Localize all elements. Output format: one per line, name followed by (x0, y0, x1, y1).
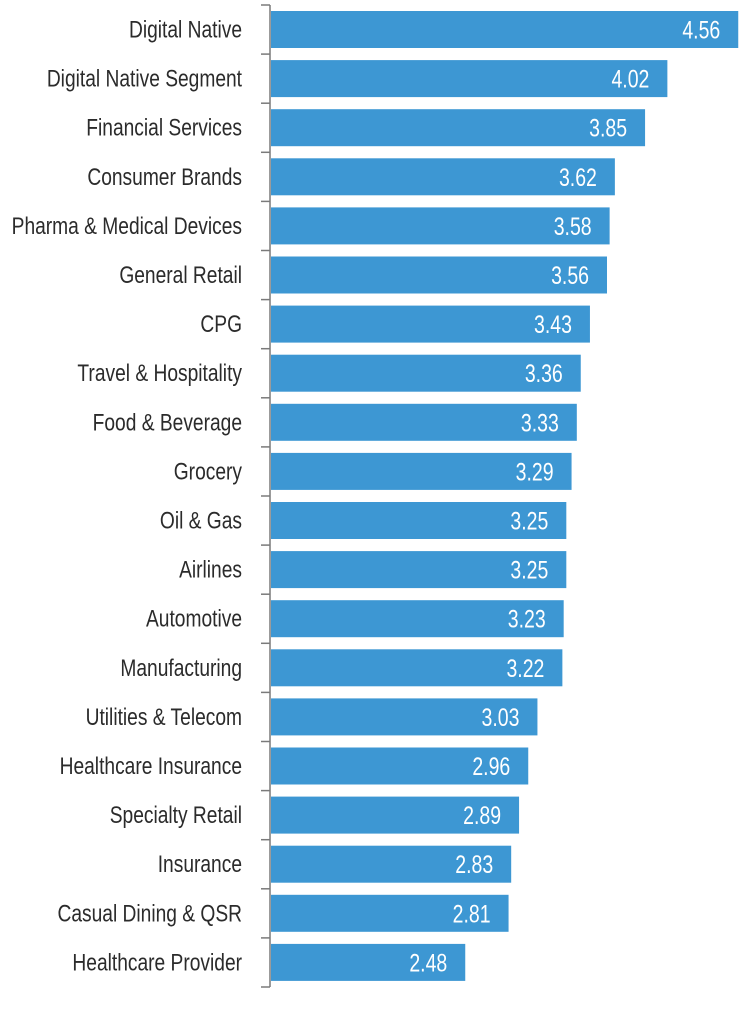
data-label: 2.96 (472, 753, 510, 781)
category-label: Oil & Gas (160, 506, 242, 534)
category-label: Financial Services (86, 114, 242, 142)
bar (271, 109, 646, 147)
bar (271, 502, 567, 539)
data-label: 3.85 (589, 114, 627, 142)
data-label: 3.03 (482, 704, 520, 732)
bar (271, 796, 520, 834)
bar (271, 452, 572, 490)
bar (271, 649, 563, 687)
category-label: Digital Native (129, 15, 242, 43)
category-label: Consumer Brands (87, 163, 242, 191)
data-label: 2.83 (455, 851, 493, 879)
data-label: 3.56 (551, 262, 589, 290)
data-label: 3.58 (554, 213, 592, 241)
data-label: 3.25 (510, 556, 548, 584)
data-label: 3.33 (521, 409, 559, 437)
data-label: 4.02 (611, 65, 649, 93)
bar (271, 747, 529, 785)
category-label: Pharma & Medical Devices (12, 212, 242, 240)
bar (271, 551, 567, 589)
data-label: 3.29 (516, 458, 554, 486)
category-label: Manufacturing (120, 654, 242, 682)
bar (271, 207, 610, 245)
category-label: Airlines (179, 556, 242, 584)
bar (271, 354, 581, 392)
data-label: 3.62 (559, 163, 597, 191)
category-label: Healthcare Insurance (60, 752, 242, 780)
bar (271, 256, 607, 294)
category-label: Food & Beverage (93, 408, 242, 436)
category-label: General Retail (119, 261, 242, 289)
category-label: Automotive (146, 605, 242, 633)
bar (271, 158, 615, 196)
category-label: Specialty Retail (110, 801, 242, 829)
category-label: Casual Dining & QSR (57, 899, 242, 927)
bar (271, 943, 466, 981)
bar (271, 305, 590, 343)
data-label: 3.36 (525, 360, 563, 388)
data-label: 3.23 (508, 605, 546, 633)
bar (271, 403, 577, 441)
category-label: Healthcare Provider (72, 948, 242, 976)
category-label: Utilities & Telecom (86, 703, 242, 731)
data-label: 3.43 (534, 311, 572, 339)
data-label: 4.56 (682, 16, 720, 44)
data-label: 2.89 (463, 802, 501, 830)
category-label: Insurance (158, 850, 242, 878)
bar (271, 60, 668, 98)
bar (271, 894, 509, 932)
bar (271, 698, 538, 736)
data-label: 3.25 (510, 507, 548, 535)
data-label: 3.22 (506, 654, 544, 682)
category-label: Travel & Hospitality (77, 359, 242, 387)
category-label: Digital Native Segment (47, 65, 242, 93)
data-label: 2.48 (409, 949, 447, 977)
bar (271, 11, 739, 48)
category-label: CPG (200, 310, 242, 338)
data-label: 2.81 (453, 900, 491, 928)
bar (271, 600, 564, 638)
category-label: Grocery (174, 457, 242, 485)
bar (271, 845, 512, 883)
